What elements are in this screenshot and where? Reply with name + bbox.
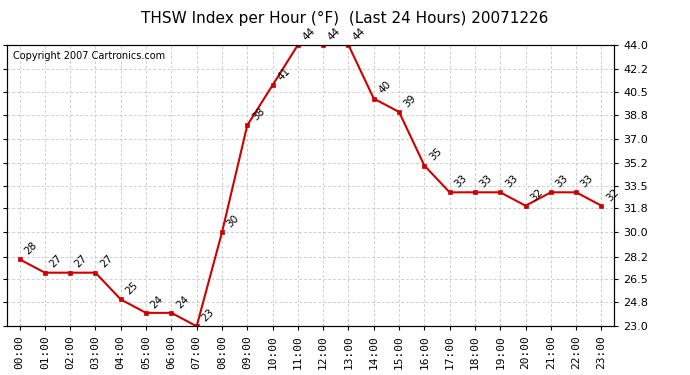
Text: 24: 24 [149, 294, 166, 310]
Text: 27: 27 [73, 254, 90, 270]
Text: 44: 44 [326, 26, 342, 42]
Text: 33: 33 [477, 173, 494, 189]
Text: THSW Index per Hour (°F)  (Last 24 Hours) 20071226: THSW Index per Hour (°F) (Last 24 Hours)… [141, 11, 549, 26]
Text: 24: 24 [174, 294, 190, 310]
Text: 41: 41 [275, 66, 292, 82]
Text: 44: 44 [351, 26, 368, 42]
Text: 32: 32 [529, 186, 545, 203]
Text: 39: 39 [402, 93, 418, 109]
Text: 30: 30 [225, 213, 241, 230]
Text: 27: 27 [98, 254, 115, 270]
Text: 33: 33 [503, 173, 520, 189]
Text: 38: 38 [250, 106, 266, 123]
Text: 33: 33 [579, 173, 595, 189]
Text: 32: 32 [604, 186, 621, 203]
Text: 25: 25 [124, 280, 140, 297]
Text: 33: 33 [453, 173, 469, 189]
Text: 40: 40 [377, 80, 393, 96]
Text: 35: 35 [427, 146, 444, 163]
Text: 23: 23 [199, 307, 216, 324]
Text: Copyright 2007 Cartronics.com: Copyright 2007 Cartronics.com [13, 51, 165, 61]
Text: 27: 27 [48, 254, 64, 270]
Text: 33: 33 [553, 173, 570, 189]
Text: 28: 28 [22, 240, 39, 256]
Text: 44: 44 [301, 26, 317, 42]
